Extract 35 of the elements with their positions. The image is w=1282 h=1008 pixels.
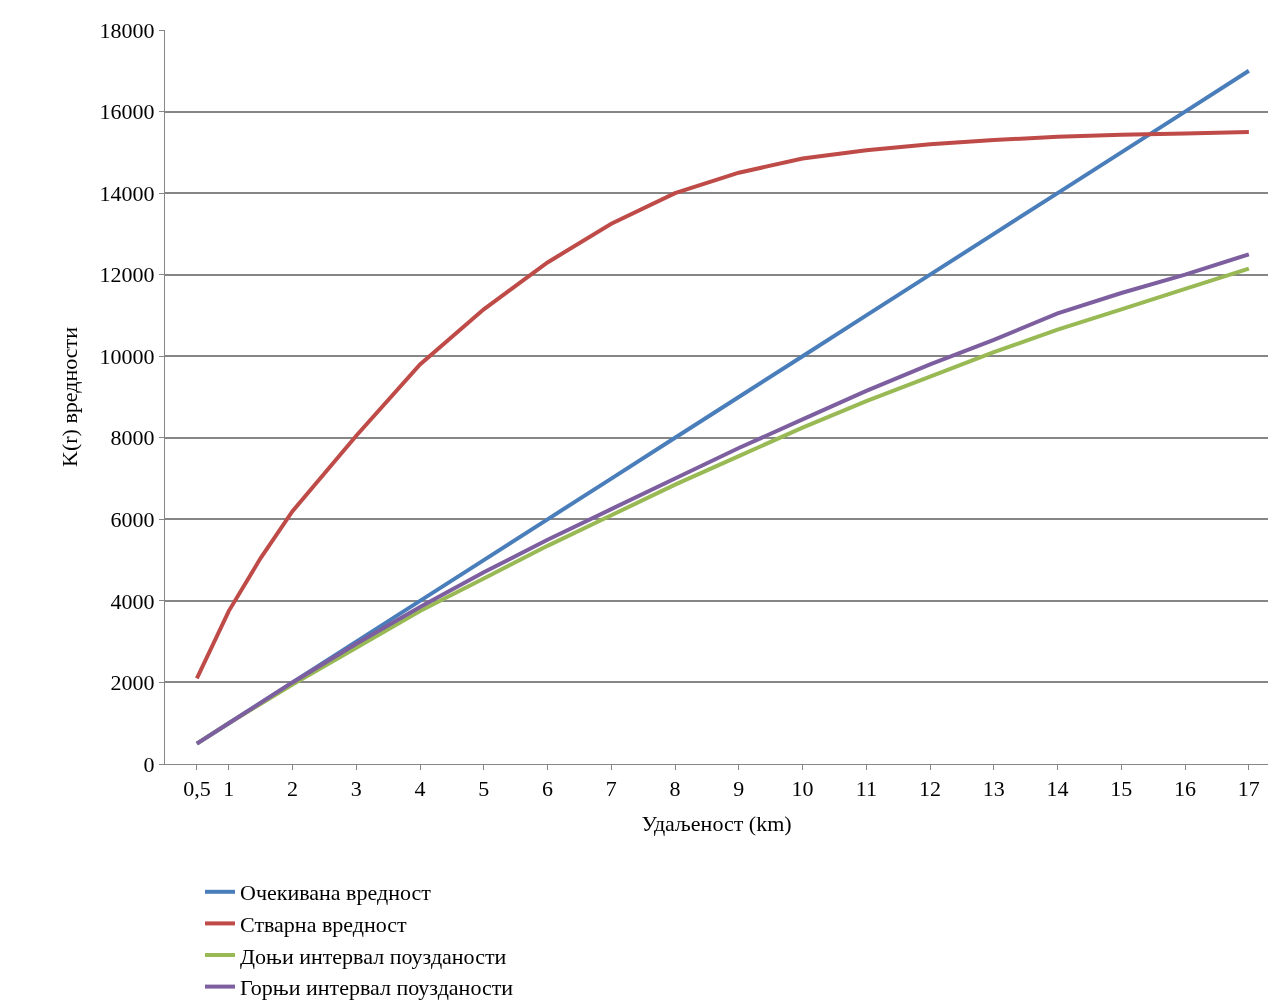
legend-label: Горњи интервал поузданости	[240, 975, 514, 1001]
x-tick-label: 10	[791, 776, 814, 802]
y-tick-label: 12000	[99, 262, 155, 288]
x-tick-label: 7	[605, 776, 617, 802]
legend-label: Стварна вредност	[240, 911, 408, 937]
x-tick-label: 1	[223, 776, 235, 802]
x-tick-label: 3	[350, 776, 362, 802]
x-tick-label: 14	[1046, 776, 1069, 802]
x-tick-label: 12	[919, 776, 942, 802]
x-tick-label: 17	[1237, 776, 1260, 802]
y-tick-label: 2000	[110, 670, 155, 696]
x-axis-title: Удаљеност (km)	[641, 811, 792, 837]
x-tick-label: 11	[855, 776, 877, 802]
x-tick-label: 16	[1174, 776, 1197, 802]
legend-label: Доњи интервал поузданости	[240, 943, 507, 969]
y-tick-label: 6000	[110, 507, 155, 533]
y-tick-label: 10000	[99, 343, 155, 369]
x-tick-label: 8	[669, 776, 681, 802]
x-tick-label: 0,5	[183, 776, 211, 802]
y-axis-title: K(r) вредности	[57, 326, 83, 467]
y-tick-label: 0	[143, 751, 155, 777]
y-tick-label: 8000	[110, 425, 155, 451]
x-tick-label: 15	[1110, 776, 1133, 802]
x-tick-label: 4	[414, 776, 426, 802]
y-tick-label: 14000	[99, 180, 155, 206]
x-tick-label: 6	[542, 776, 554, 802]
legend-label: Очекивана вредност	[240, 880, 432, 906]
x-tick-label: 13	[982, 776, 1005, 802]
x-tick-label: 2	[287, 776, 299, 802]
y-tick-label: 16000	[99, 99, 155, 125]
y-tick-label: 18000	[99, 17, 155, 43]
y-tick-label: 4000	[110, 588, 155, 614]
x-tick-label: 9	[733, 776, 745, 802]
x-tick-label: 5	[478, 776, 490, 802]
line-series	[194, 129, 1251, 681]
